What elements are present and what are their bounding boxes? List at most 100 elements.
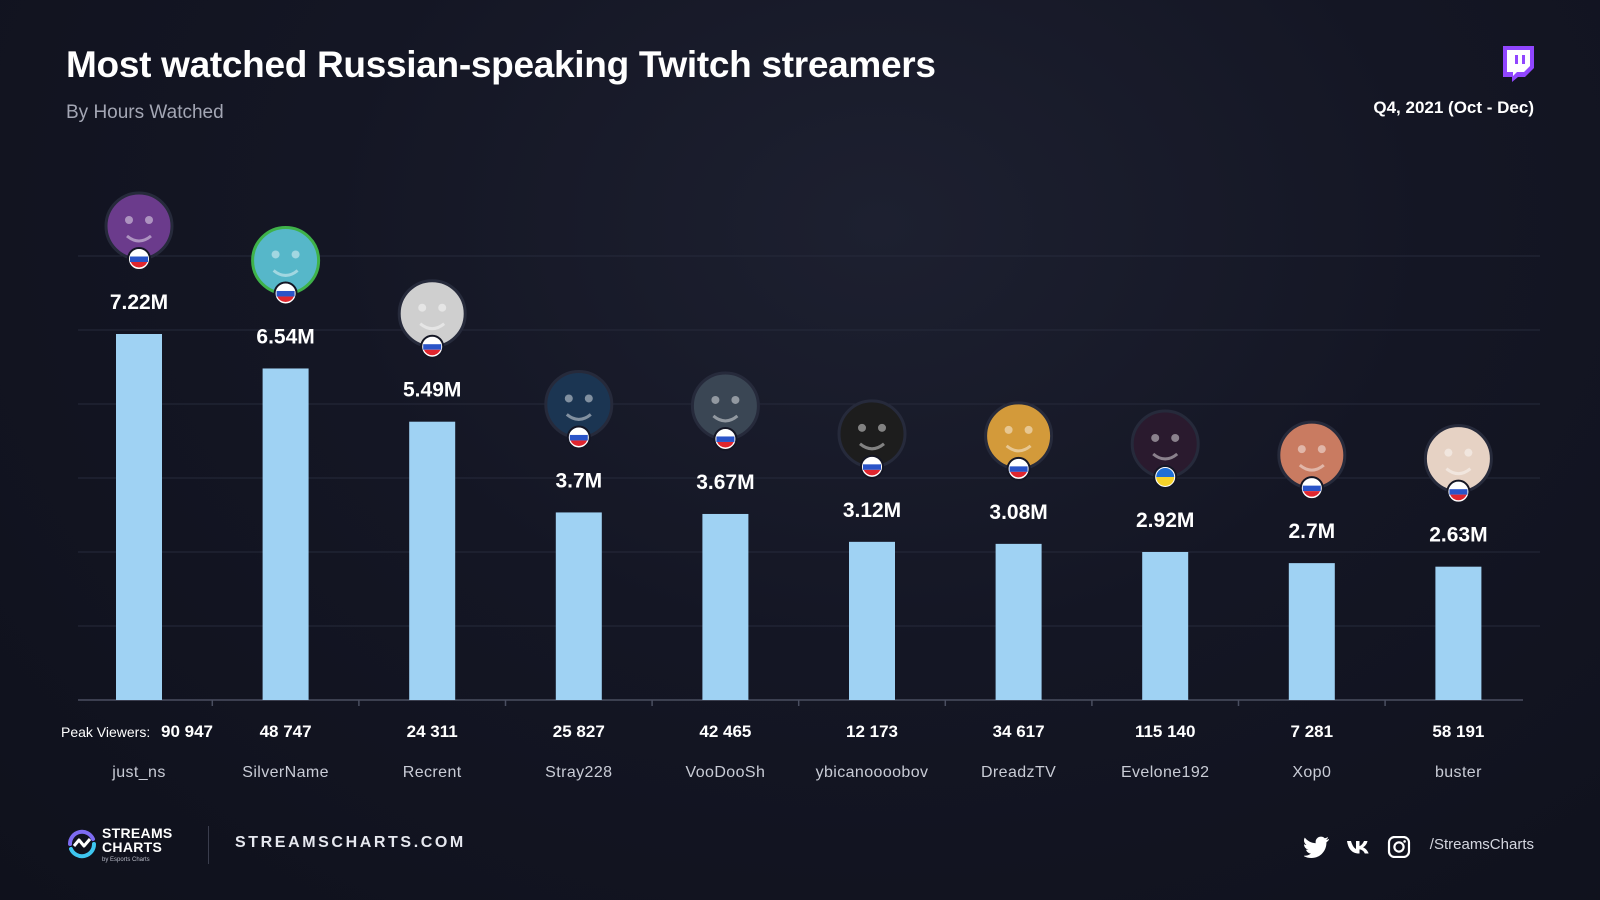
avatar-detail xyxy=(291,250,300,259)
footer-divider xyxy=(208,826,209,864)
avatar-detail xyxy=(1445,467,1472,476)
flag-ru-red xyxy=(717,441,734,448)
avatar-detail xyxy=(1151,433,1160,442)
peak-viewers-value: 34 617 xyxy=(993,722,1045,741)
bar[interactable] xyxy=(1288,563,1335,700)
logo-mark-icon xyxy=(67,829,97,859)
flag-ru-blue xyxy=(1302,485,1321,492)
flag-ru-red xyxy=(277,296,294,302)
peak-viewers-prefix: Peak Viewers: xyxy=(61,724,150,740)
avatar-detail xyxy=(419,322,446,331)
flag-ru-blue xyxy=(569,434,588,441)
category-label: buster xyxy=(1435,764,1482,781)
chart-subtitle: By Hours Watched xyxy=(66,102,224,123)
bar[interactable] xyxy=(1435,566,1482,700)
logo-text: STREAMS CHARTS xyxy=(102,826,173,854)
avatar-detail xyxy=(858,423,866,432)
bar-value-label: 3.67M xyxy=(696,471,754,494)
twitter-icon[interactable] xyxy=(1304,836,1330,858)
flag-ru-red xyxy=(570,440,588,446)
avatar-detail xyxy=(1464,448,1473,457)
avatar-detail xyxy=(1317,445,1326,454)
vk-icon[interactable] xyxy=(1346,836,1372,858)
bar[interactable] xyxy=(262,368,309,700)
bar-value-label: 2.63M xyxy=(1429,524,1487,547)
flag-ua-blue xyxy=(1156,467,1175,477)
peak-viewers-value: 7 281 xyxy=(1291,722,1334,741)
flag-ru-red xyxy=(1010,471,1027,478)
avatar-detail xyxy=(125,216,133,224)
category-label: Stray228 xyxy=(545,764,612,781)
peak-viewers-value: 115 140 xyxy=(1135,722,1196,741)
category-label: SilverName xyxy=(242,764,329,781)
bar[interactable] xyxy=(849,541,895,700)
flag-ru-blue xyxy=(130,256,148,262)
category-label: Xop0 xyxy=(1292,764,1331,781)
avatar-detail xyxy=(1152,452,1179,461)
avatar-detail xyxy=(1171,433,1180,442)
peak-viewers-value: 24 311 xyxy=(407,722,458,741)
avatar-detail xyxy=(565,413,592,421)
bar-value-label: 6.54M xyxy=(256,325,314,348)
category-label: just_ns xyxy=(111,764,166,781)
flag-ru-blue xyxy=(863,464,881,470)
streamscharts-logo[interactable]: STREAMS CHARTS by Esports Charts xyxy=(66,826,196,868)
period-label: Q4, 2021 (Oct - Dec) xyxy=(1373,98,1534,117)
logo-line2: CHARTS xyxy=(102,839,163,855)
flag-ru-blue xyxy=(716,436,735,442)
category-label: DreadzTV xyxy=(981,764,1056,781)
flag-ru-blue xyxy=(1009,466,1028,472)
flag-ru-blue xyxy=(1449,489,1468,495)
flag-ru-blue xyxy=(276,290,295,297)
bar-value-label: 3.12M xyxy=(843,499,901,522)
avatar-detail xyxy=(126,234,152,243)
flag-ru-red xyxy=(130,262,148,268)
flag-ru-red xyxy=(863,469,881,476)
avatar-detail xyxy=(1444,448,1453,457)
peak-viewers-value: 90 947 xyxy=(161,722,213,741)
avatar-detail xyxy=(418,303,427,312)
bar-value-label: 2.92M xyxy=(1136,509,1194,532)
avatar-detail xyxy=(271,250,280,259)
avatar-detail xyxy=(711,395,720,404)
category-label: VooDooSh xyxy=(686,764,766,781)
avatar-detail xyxy=(878,423,886,432)
bar-value-label: 5.49M xyxy=(403,379,461,402)
flag-ru-red xyxy=(423,349,441,356)
avatar-detail xyxy=(1004,425,1013,434)
avatar-detail xyxy=(145,216,153,224)
avatar-detail xyxy=(1024,425,1033,434)
peak-viewers-value: 48 747 xyxy=(260,722,312,741)
avatar-detail xyxy=(564,394,573,403)
flag-ua-yellow xyxy=(1156,476,1175,486)
twitch-icon xyxy=(1503,46,1534,82)
logo-line1: STREAMS xyxy=(102,825,173,841)
flag-ru-red xyxy=(1303,491,1321,497)
bar[interactable] xyxy=(116,334,162,700)
avatar-detail xyxy=(1297,445,1306,454)
logo-sub: by Esports Charts xyxy=(102,857,150,863)
avatar-detail xyxy=(859,442,885,451)
site-link[interactable]: STREAMSCHARTS.COM xyxy=(235,834,466,851)
social-handle[interactable]: /StreamsCharts xyxy=(1429,836,1534,853)
peak-viewers-value: 25 827 xyxy=(553,722,605,741)
flag-ru-red xyxy=(1450,494,1467,501)
avatar-detail xyxy=(1298,463,1325,472)
bar[interactable] xyxy=(1142,551,1189,700)
bar-value-label: 7.22M xyxy=(110,291,168,314)
bar[interactable] xyxy=(995,543,1042,700)
chart-title: Most watched Russian-speaking Twitch str… xyxy=(66,44,936,85)
bar-value-label: 3.7M xyxy=(555,469,602,492)
bar-chart: 7.22M 90 947 just_ns 6.54M 48 747 SilverName 5… xyxy=(61,191,1540,781)
peak-viewers-value: 42 465 xyxy=(699,722,751,741)
avatar-detail xyxy=(712,414,739,423)
bar-value-label: 2.7M xyxy=(1288,520,1335,543)
avatar-detail xyxy=(584,394,593,403)
peak-viewers-value: 12 173 xyxy=(846,722,898,741)
bar[interactable] xyxy=(555,512,602,700)
avatar-detail xyxy=(731,395,740,404)
instagram-icon[interactable] xyxy=(1386,836,1412,858)
bar[interactable] xyxy=(702,513,749,700)
peak-viewers-value: 58 191 xyxy=(1432,722,1484,741)
bar[interactable] xyxy=(409,421,456,700)
